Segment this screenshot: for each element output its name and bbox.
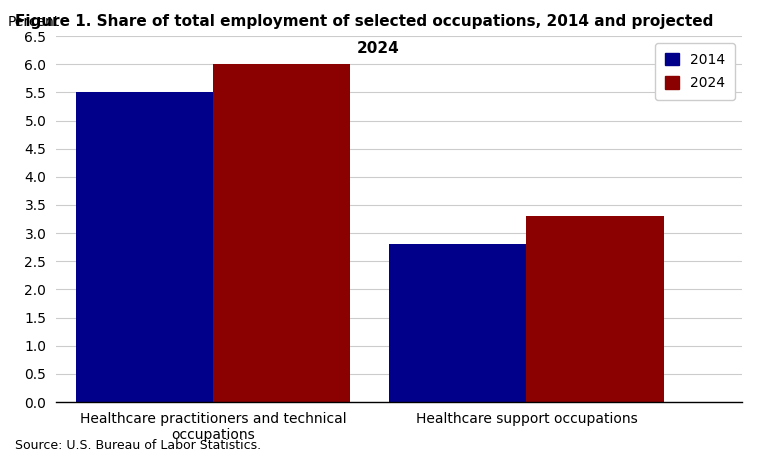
Legend: 2014, 2024: 2014, 2024 (656, 43, 735, 100)
Bar (76, 92, 213, 402)
Text: Source: U.S. Bureau of Labor Statistics.: Source: U.S. Bureau of Labor Statistics. (15, 440, 261, 452)
Bar (526, 216, 664, 402)
Text: Percent: Percent (8, 15, 61, 29)
Text: 2024: 2024 (357, 41, 400, 56)
Text: Figure 1. Share of total employment of selected occupations, 2014 and projected: Figure 1. Share of total employment of s… (15, 14, 714, 29)
Bar (213, 64, 350, 402)
Bar (389, 244, 526, 402)
